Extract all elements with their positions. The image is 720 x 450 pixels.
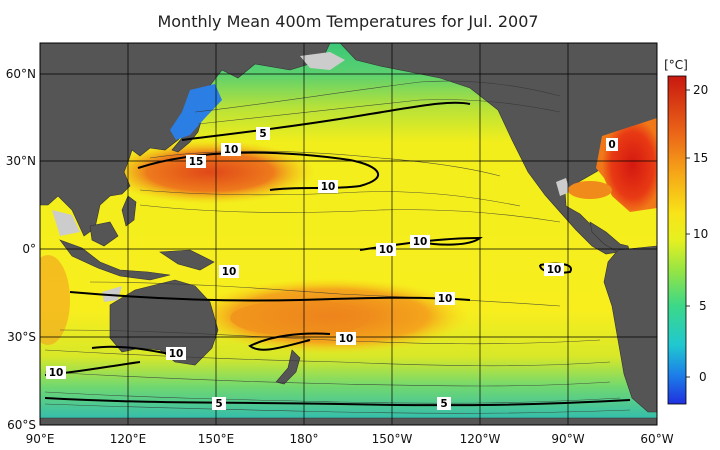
colorbar-unit: [°C] bbox=[664, 58, 688, 72]
contour-label: 0 bbox=[608, 139, 615, 151]
colorbar: [°C] 20 15 10 5 0 bbox=[664, 58, 708, 405]
contour-labels: 5 10 15 10 10 10 10 10 10 10 10 10 5 bbox=[46, 127, 618, 410]
contour-label: 10 bbox=[321, 181, 336, 193]
contour-label: 5 bbox=[259, 128, 266, 140]
colorbar-tick-label: 15 bbox=[693, 151, 708, 165]
south-pacific-warm-core bbox=[230, 300, 370, 336]
colorbar-scale bbox=[667, 75, 687, 405]
lat-tick-label: 30°N bbox=[6, 154, 36, 168]
contour-label: 10 bbox=[339, 333, 354, 345]
ice-patch-australia-shelf bbox=[102, 286, 122, 302]
land-new-zealand bbox=[275, 349, 301, 385]
lat-tick-label: 0° bbox=[22, 242, 36, 256]
no-data-patches bbox=[52, 52, 570, 302]
lon-tick-label: 60°W bbox=[640, 432, 673, 446]
latitude-ticks: 60°N 30°N 0° 30°S 60°S bbox=[6, 67, 36, 432]
contour-label: 10 bbox=[49, 367, 64, 379]
contour-label: 5 bbox=[440, 398, 447, 410]
caribbean-warm-water bbox=[568, 181, 612, 199]
land-masses bbox=[40, 43, 657, 425]
land-asia bbox=[40, 43, 331, 237]
lon-tick-label: 120°E bbox=[110, 432, 147, 446]
ice-patch-alaska bbox=[300, 52, 345, 70]
lon-tick-label: 150°E bbox=[198, 432, 235, 446]
contour-label: 10 bbox=[169, 348, 184, 360]
land-indonesia bbox=[59, 239, 171, 281]
contour-label: 10 bbox=[438, 293, 453, 305]
contour-label: 15 bbox=[189, 156, 204, 168]
lon-tick-label: 180° bbox=[290, 432, 319, 446]
kuroshio-warm-pool bbox=[105, 140, 315, 204]
contour-label: 10 bbox=[222, 266, 237, 278]
contour-label: 10 bbox=[547, 264, 562, 276]
contour-label: 10 bbox=[224, 144, 239, 156]
land-philippines bbox=[121, 195, 137, 227]
colorbar-tick-label: 5 bbox=[699, 299, 707, 313]
ice-patch-caribbean bbox=[556, 178, 570, 196]
graticule bbox=[40, 43, 657, 425]
land-south-america bbox=[603, 245, 657, 413]
west-coast-warm-band bbox=[40, 255, 70, 345]
colorbar-tick-marks bbox=[686, 89, 690, 378]
lat-tick-label: 60°N bbox=[6, 67, 36, 81]
longitude-ticks: 90°E 120°E 150°E 180° 150°W 120°W 90°W 6… bbox=[26, 432, 674, 446]
map-frame bbox=[39, 42, 658, 426]
chart-title: Monthly Mean 400m Temperatures for Jul. … bbox=[157, 12, 538, 31]
land-antarctica bbox=[40, 417, 657, 425]
contour-label: 10 bbox=[413, 236, 428, 248]
colorbar-tick-label: 10 bbox=[693, 227, 708, 241]
map-area: 5 10 15 10 10 10 10 10 10 10 10 10 5 bbox=[40, 43, 657, 425]
lon-tick-label: 150°W bbox=[372, 432, 413, 446]
lat-tick-label: 60°S bbox=[7, 418, 36, 432]
contour-label: 10 bbox=[379, 244, 394, 256]
lon-tick-label: 90°E bbox=[26, 432, 55, 446]
contour-label: 5 bbox=[215, 398, 222, 410]
ice-patch-seasia bbox=[52, 210, 80, 236]
lat-tick-label: 30°S bbox=[7, 330, 36, 344]
colorbar-tick-label: 0 bbox=[699, 370, 707, 384]
land-borneo bbox=[89, 221, 119, 247]
thin-contours bbox=[44, 80, 631, 414]
colorbar-tick-label: 20 bbox=[693, 83, 708, 97]
land-new-guinea bbox=[159, 249, 215, 271]
lon-tick-label: 120°W bbox=[460, 432, 501, 446]
lon-tick-label: 90°W bbox=[551, 432, 584, 446]
